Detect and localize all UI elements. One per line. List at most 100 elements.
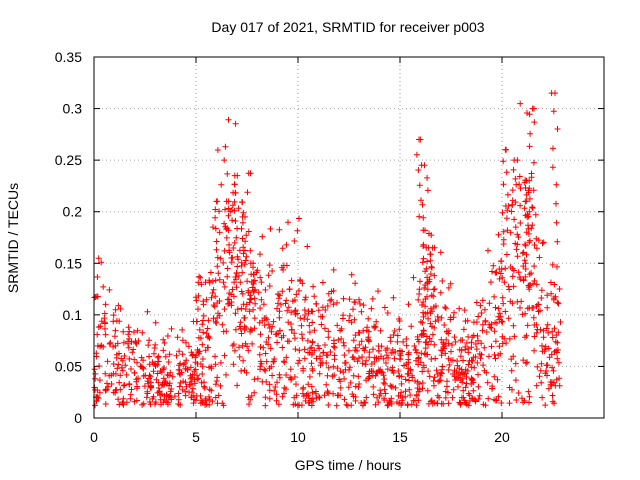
data-point	[540, 239, 547, 246]
data-point	[464, 317, 471, 324]
data-point	[375, 288, 381, 295]
data-point	[299, 335, 306, 342]
data-point	[354, 358, 361, 365]
data-point	[168, 386, 175, 392]
data-point	[419, 201, 426, 208]
data-point	[472, 353, 479, 360]
data-point	[357, 300, 363, 307]
data-point	[192, 397, 199, 404]
data-point	[430, 286, 437, 293]
data-point	[525, 388, 532, 395]
data-point	[529, 105, 536, 112]
x-tick-label: 5	[192, 429, 200, 445]
data-point	[279, 245, 286, 252]
data-point	[217, 382, 224, 389]
data-point	[159, 381, 166, 388]
data-point	[183, 339, 189, 346]
data-point	[526, 185, 533, 192]
data-point	[510, 267, 517, 274]
data-point	[437, 372, 444, 379]
data-point	[499, 209, 506, 216]
data-point	[525, 230, 532, 237]
data-point	[417, 136, 424, 143]
y-tick-label: 0	[74, 410, 82, 426]
data-point	[438, 352, 445, 359]
data-point	[477, 355, 484, 362]
data-point	[415, 397, 422, 404]
data-point	[308, 308, 315, 315]
data-point	[319, 279, 326, 286]
data-point	[512, 377, 519, 384]
data-point	[442, 394, 449, 401]
data-point	[340, 339, 347, 346]
data-point	[517, 304, 523, 311]
data-point	[447, 280, 454, 287]
data-point	[478, 351, 485, 358]
data-point	[355, 355, 362, 362]
data-point	[146, 353, 153, 360]
data-point	[481, 344, 488, 351]
data-point	[338, 335, 345, 342]
data-point	[306, 329, 313, 336]
data-point	[550, 296, 557, 303]
data-point	[356, 341, 363, 348]
data-point	[391, 355, 398, 362]
data-point	[525, 225, 532, 232]
data-point	[262, 367, 269, 374]
data-point	[266, 365, 273, 372]
data-point	[219, 321, 226, 328]
data-point	[417, 278, 423, 285]
data-point	[173, 352, 180, 359]
data-point	[131, 398, 138, 405]
tick-labels: 0 5 10 15 20 0 0.05 0.1 0.15 0.2 0.25 0.3 0.35	[55, 49, 510, 445]
data-point	[419, 302, 425, 308]
data-point	[463, 340, 470, 346]
data-point	[258, 296, 265, 303]
data-point	[445, 284, 452, 291]
data-point	[259, 233, 266, 240]
data-point	[286, 286, 293, 293]
data-point	[413, 402, 420, 409]
data-point	[177, 360, 184, 367]
data-point	[225, 205, 232, 212]
data-point	[200, 329, 207, 336]
data-point	[506, 286, 513, 293]
data-point	[209, 278, 216, 285]
data-point	[200, 312, 207, 319]
data-point	[512, 360, 519, 367]
data-point	[427, 271, 434, 277]
data-point	[463, 374, 470, 380]
data-point	[341, 342, 348, 349]
data-point	[95, 324, 102, 331]
data-point	[506, 400, 513, 407]
data-point	[327, 349, 334, 355]
data-point	[245, 228, 252, 235]
data-point	[324, 303, 331, 309]
data-point	[154, 354, 161, 361]
data-point	[162, 378, 169, 384]
data-point	[549, 328, 556, 335]
data-point	[510, 283, 517, 290]
data-point	[515, 234, 522, 241]
data-point	[302, 294, 309, 301]
data-point	[374, 394, 380, 401]
data-point	[341, 375, 348, 382]
data-point	[370, 346, 376, 353]
data-point	[274, 379, 280, 386]
data-point	[360, 302, 367, 309]
data-point	[419, 319, 426, 326]
data-point	[431, 324, 438, 331]
data-point	[225, 212, 232, 219]
y-tick-label: 0.15	[55, 255, 82, 271]
data-point	[102, 325, 108, 332]
data-point	[244, 278, 251, 285]
data-point	[549, 398, 556, 405]
data-point	[539, 348, 546, 355]
data-point	[412, 346, 419, 353]
data-point	[287, 366, 294, 373]
data-point	[168, 325, 175, 332]
data-point	[361, 399, 368, 406]
data-point	[119, 367, 126, 374]
data-point	[166, 392, 173, 399]
data-point	[513, 246, 520, 253]
